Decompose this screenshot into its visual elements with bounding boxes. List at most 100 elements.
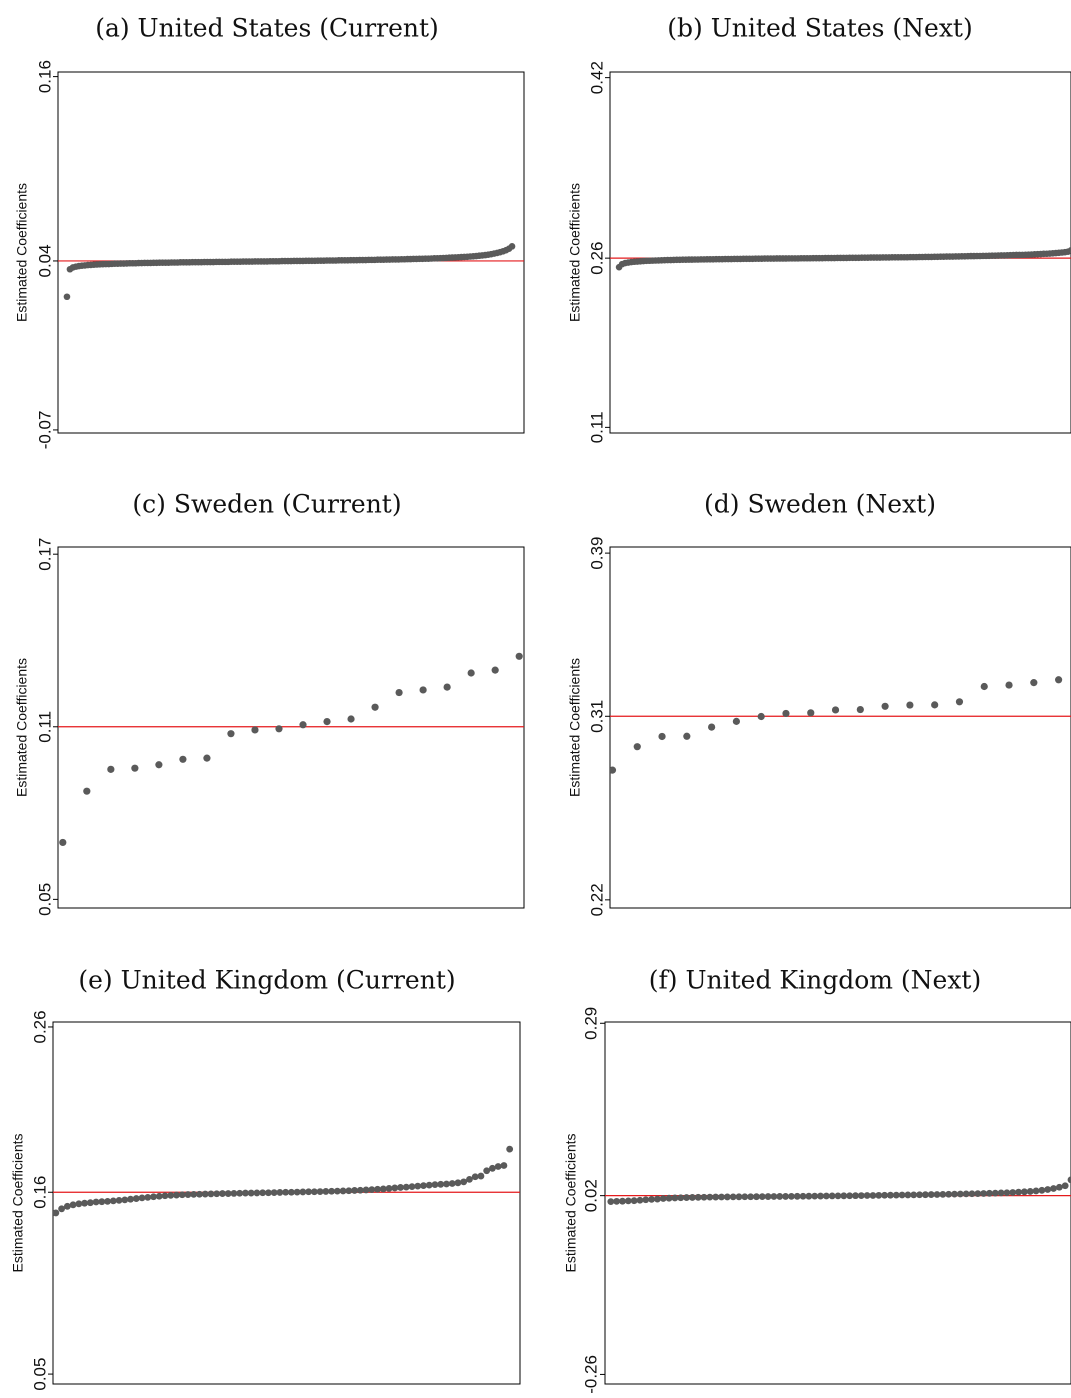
data-point xyxy=(904,1191,912,1199)
data-point xyxy=(799,1192,807,1200)
data-point xyxy=(991,1189,999,1197)
data-point xyxy=(811,1192,819,1200)
data-point xyxy=(986,1189,993,1197)
data-point xyxy=(374,1185,381,1193)
data-point xyxy=(875,1191,883,1199)
data-point xyxy=(414,1182,422,1190)
data-point xyxy=(322,1188,330,1195)
data-point xyxy=(968,1190,976,1198)
data-point xyxy=(962,1190,970,1198)
data-point xyxy=(371,703,379,711)
data-point xyxy=(856,705,864,714)
data-point xyxy=(121,1196,129,1204)
data-point xyxy=(92,1198,100,1206)
data-point xyxy=(933,1191,941,1198)
chart-title: (f) United Kingdom (Next) xyxy=(649,966,981,995)
data-point xyxy=(1038,1186,1046,1194)
data-point xyxy=(63,293,71,301)
data-point xyxy=(688,1194,696,1201)
plot-frame xyxy=(52,1021,521,1385)
data-point xyxy=(834,1192,842,1200)
data-point xyxy=(467,669,475,677)
data-point xyxy=(974,1190,982,1198)
data-point xyxy=(805,1192,813,1200)
y-tick-label: 0.02 xyxy=(581,1179,600,1212)
data-point xyxy=(207,1190,215,1198)
chart-title: (d) Sweden (Next) xyxy=(704,490,936,519)
data-point xyxy=(155,761,163,769)
data-point xyxy=(1067,1176,1071,1184)
data-point xyxy=(706,1193,714,1201)
data-point xyxy=(658,732,666,741)
data-points xyxy=(615,247,1071,271)
data-point xyxy=(109,1197,117,1205)
data-point xyxy=(788,1192,795,1200)
data-point xyxy=(323,718,331,726)
y-tick-label: 0.22 xyxy=(587,883,606,916)
y-tick-label: 0.31 xyxy=(587,700,606,733)
chart-panel-uk-current: (e) United Kingdom (Current) Estimated Co… xyxy=(10,966,521,1391)
data-point xyxy=(607,1198,615,1205)
data-points xyxy=(610,676,1063,774)
data-point xyxy=(654,1195,661,1203)
data-point xyxy=(980,1190,988,1197)
chart-panel-sweden-current: (c) Sweden (Current) Estimated Coefficien… xyxy=(14,490,525,916)
data-point xyxy=(782,709,790,718)
chart-title: (e) United Kingdom (Current) xyxy=(78,966,455,995)
data-point xyxy=(939,1190,947,1198)
data-point xyxy=(828,1192,836,1200)
y-axis-label: Estimated Coefficients xyxy=(14,183,30,322)
y-tick-label: 0.29 xyxy=(581,1007,600,1040)
data-point xyxy=(190,1191,198,1198)
y-tick-label: 0.26 xyxy=(30,1010,49,1043)
y-tick-label: 0.42 xyxy=(587,61,606,94)
data-point xyxy=(921,1191,929,1199)
data-point xyxy=(1015,1188,1022,1196)
data-points xyxy=(607,1176,1071,1205)
data-point xyxy=(956,1190,964,1198)
data-point xyxy=(316,1188,324,1195)
data-point xyxy=(425,1181,433,1189)
data-point xyxy=(236,1189,244,1197)
data-point xyxy=(648,1195,655,1203)
data-point xyxy=(431,1181,439,1189)
data-point xyxy=(887,1191,894,1199)
data-point xyxy=(822,1192,830,1200)
data-point xyxy=(1030,679,1038,687)
data-point xyxy=(712,1193,720,1201)
data-point xyxy=(758,1193,766,1201)
data-point xyxy=(443,1180,450,1188)
data-point xyxy=(448,1180,456,1187)
data-point xyxy=(683,732,691,740)
data-point xyxy=(63,1202,71,1210)
data-point xyxy=(293,1188,301,1196)
data-point xyxy=(69,1201,77,1209)
data-point xyxy=(807,709,815,717)
data-point xyxy=(201,1190,209,1198)
data-point xyxy=(167,1192,175,1199)
data-point xyxy=(299,1188,307,1196)
data-point xyxy=(58,1205,66,1213)
data-point xyxy=(951,1190,958,1198)
data-point xyxy=(506,1145,514,1153)
data-point xyxy=(831,706,840,714)
data-point xyxy=(131,764,139,772)
data-point xyxy=(881,702,889,710)
data-point xyxy=(770,1193,778,1200)
data-point xyxy=(782,1193,789,1200)
data-point xyxy=(1061,1182,1069,1190)
data-point xyxy=(708,723,716,731)
data-point xyxy=(624,1197,632,1205)
data-point xyxy=(764,1193,772,1200)
data-point xyxy=(753,1193,760,1201)
data-point xyxy=(408,1183,416,1191)
data-point xyxy=(659,1195,667,1202)
data-point xyxy=(1050,1185,1057,1192)
y-tick-label: 0.26 xyxy=(587,242,606,275)
data-point xyxy=(732,717,741,725)
y-axis-label: Estimated Coefficients xyxy=(567,658,583,797)
data-point xyxy=(997,1189,1005,1197)
data-point xyxy=(59,838,67,847)
data-point xyxy=(339,1187,347,1195)
data-point xyxy=(391,1184,399,1192)
